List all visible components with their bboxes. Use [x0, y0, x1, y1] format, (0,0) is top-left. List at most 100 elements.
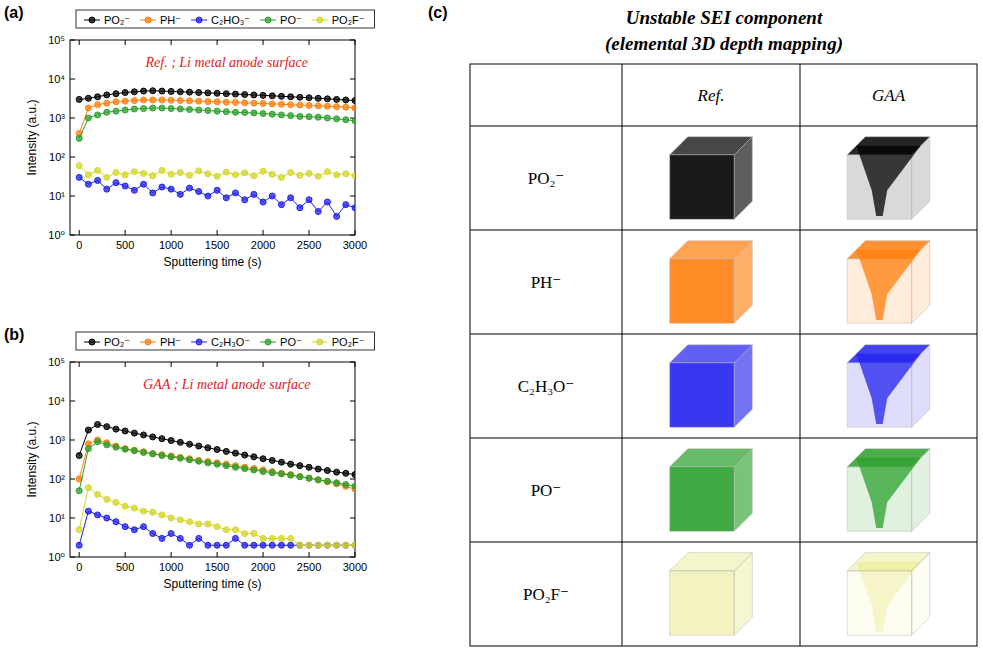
- data-point: [168, 186, 174, 192]
- data-point: [260, 101, 266, 107]
- data-point: [242, 542, 248, 548]
- data-point: [187, 98, 193, 104]
- legend: PO₂⁻PH⁻C₂H₃O⁻PO⁻PO₂F⁻: [76, 332, 374, 350]
- data-point: [159, 168, 165, 174]
- data-point: [324, 169, 330, 175]
- data-point: [150, 88, 156, 94]
- data-point: [334, 116, 340, 122]
- legend-label: PH⁻: [160, 14, 181, 26]
- data-point: [251, 467, 257, 473]
- data-point: [205, 521, 211, 527]
- data-point: [177, 455, 183, 461]
- data-point: [306, 542, 312, 548]
- data-point: [85, 181, 91, 187]
- data-point: [343, 542, 349, 548]
- data-point: [223, 195, 229, 201]
- y-tick: [70, 401, 75, 402]
- data-point: [95, 112, 101, 118]
- data-point: [214, 99, 220, 105]
- y-tick-label: 10¹: [49, 190, 65, 202]
- data-point: [159, 436, 165, 442]
- data-point: [141, 97, 147, 103]
- panel-subtitle: (elemental 3D depth mapping): [605, 33, 843, 55]
- data-point: [187, 441, 193, 447]
- data-point: [104, 442, 110, 448]
- depth-map-cube: [670, 345, 753, 428]
- x-tick-label: 500: [116, 239, 134, 251]
- data-point: [122, 172, 128, 178]
- x-axis-title: Sputtering time (s): [163, 577, 261, 591]
- data-point: [269, 111, 275, 117]
- x-tick: [355, 230, 356, 235]
- row-label: C₂H₃O⁻: [518, 377, 575, 396]
- data-point: [288, 535, 294, 541]
- depth-map-cube: [670, 241, 753, 324]
- cube-face: [670, 137, 753, 155]
- cube-funnel: [856, 146, 920, 216]
- x-tick: [79, 230, 80, 235]
- cube-face: [670, 363, 735, 428]
- cube-face: [670, 449, 753, 467]
- data-point: [306, 475, 312, 481]
- data-point: [251, 191, 257, 197]
- data-group: [76, 421, 355, 548]
- legend-box: [76, 10, 374, 28]
- depth-map-cube: [847, 553, 930, 636]
- data-point: [187, 519, 193, 525]
- x-tick-label: 2500: [297, 561, 321, 573]
- y-tick-label: 10⁰: [48, 551, 65, 563]
- data-point: [131, 187, 137, 193]
- x-tick-label: 1000: [159, 239, 183, 251]
- data-point: [177, 439, 183, 445]
- data-point: [288, 170, 294, 176]
- data-point: [242, 531, 248, 537]
- data-point: [150, 451, 156, 457]
- data-point: [214, 90, 220, 96]
- data-point: [76, 96, 82, 102]
- data-point: [76, 163, 82, 169]
- data-point: [242, 466, 248, 472]
- data-point: [113, 519, 119, 525]
- legend-label: PO⁻: [280, 336, 302, 348]
- data-point: [260, 535, 266, 541]
- data-point: [177, 170, 183, 176]
- data-point: [334, 172, 340, 178]
- data-point: [315, 114, 321, 120]
- x-tick: [217, 362, 218, 367]
- data-point: [232, 190, 238, 196]
- y-tick-label: 10³: [49, 434, 65, 446]
- data-point: [196, 521, 202, 527]
- data-point: [334, 104, 340, 110]
- data-point: [334, 213, 340, 219]
- data-point: [95, 439, 101, 445]
- legend-label: C₂H₃O⁻: [211, 336, 250, 348]
- data-point: [168, 88, 174, 94]
- data-group: [76, 88, 355, 220]
- data-point: [297, 172, 303, 178]
- data-point: [131, 505, 137, 511]
- data-point: [122, 107, 128, 113]
- data-point: [205, 193, 211, 199]
- data-point: [269, 470, 275, 476]
- table-col-line: [622, 64, 623, 646]
- data-point: [95, 177, 101, 183]
- data-point: [251, 542, 257, 548]
- data-point: [269, 535, 275, 541]
- data-point: [159, 452, 165, 458]
- data-point: [141, 181, 147, 187]
- y-tick-label: 10⁴: [48, 73, 65, 85]
- cube-face: [670, 467, 735, 532]
- data-point: [177, 98, 183, 104]
- data-point: [85, 115, 91, 121]
- table-row-line: [470, 542, 977, 543]
- data-point: [278, 93, 284, 99]
- x-tick-label: 1000: [159, 561, 183, 573]
- data-point: [324, 103, 330, 109]
- data-point: [168, 453, 174, 459]
- chart-panel: (a)10⁰10¹10²10³10⁴10⁵0500100015002000250…: [4, 4, 374, 269]
- legend-marker: [317, 17, 323, 23]
- data-point: [168, 171, 174, 177]
- legend-marker: [265, 339, 271, 345]
- data-point: [352, 118, 355, 124]
- x-tick: [309, 40, 310, 45]
